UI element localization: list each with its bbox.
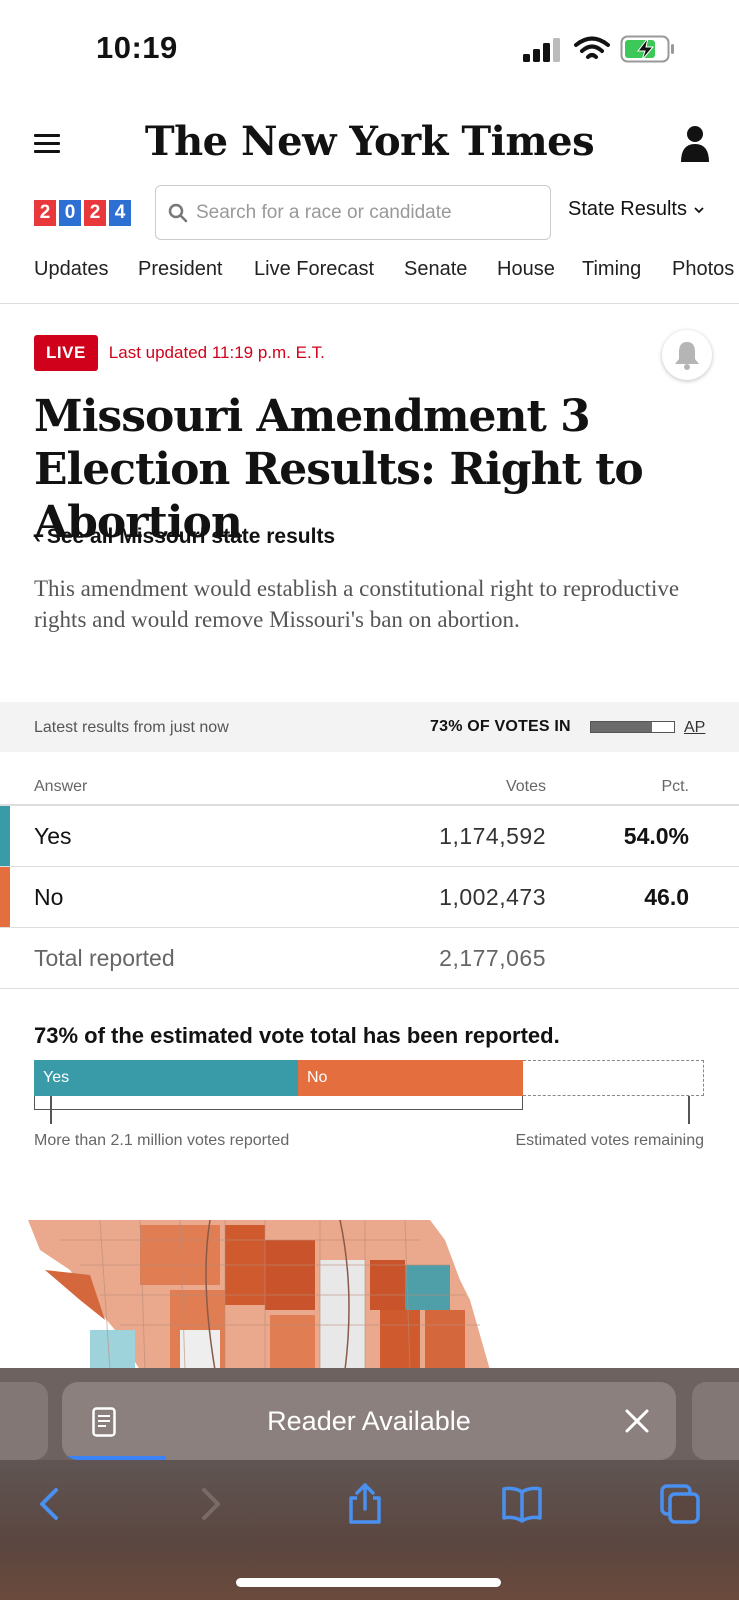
total-label: Total reported [34, 945, 175, 971]
election-2024-badge[interactable]: 2 0 2 4 [34, 200, 131, 226]
badge-digit: 2 [84, 200, 106, 226]
reported-bracket [34, 1096, 523, 1110]
table-row: No 1,002,473 46.0 [0, 867, 739, 928]
tab-photos[interactable]: Photos [672, 258, 735, 280]
badge-digit: 4 [109, 200, 131, 226]
notification-bell-button[interactable] [662, 330, 712, 380]
reader-available-pill[interactable]: Reader Available [62, 1382, 676, 1460]
table-row-total: Total reported 2,177,065 [0, 928, 739, 989]
race-search-box[interactable] [155, 185, 551, 240]
no-bar-label: No [307, 1069, 328, 1086]
tab-timing[interactable]: Timing [582, 258, 642, 280]
tab-senate[interactable]: Senate [404, 258, 468, 280]
no-color-swatch [0, 867, 10, 927]
forward-arrow-icon[interactable] [188, 1482, 232, 1526]
status-time: 10:19 [96, 30, 178, 65]
votes-value: 1,002,473 [439, 884, 546, 910]
reported-votes-label: More than 2.1 million votes reported [34, 1132, 290, 1149]
masthead: The New York Times [0, 108, 739, 180]
status-bar: 10:19 [0, 0, 739, 100]
previous-tab-preview[interactable] [0, 1382, 48, 1460]
last-updated: Last updated 11:19 p.m. E.T. [108, 343, 325, 362]
reader-available-label: Reader Available [267, 1406, 471, 1436]
tab-updates[interactable]: Updates [34, 258, 109, 280]
article-summary: This amendment would establish a constit… [34, 576, 680, 632]
estimated-vote-title: 73% of the estimated vote total has been… [34, 1023, 560, 1048]
user-account-icon[interactable] [680, 124, 710, 164]
tab-president[interactable]: President [138, 258, 223, 280]
chevron-down-icon [694, 206, 704, 213]
pct-value: 46.0 [644, 884, 689, 910]
state-results-dropdown[interactable]: State Results [568, 198, 705, 221]
home-indicator[interactable] [236, 1578, 501, 1587]
remaining-bar-segment [523, 1060, 704, 1096]
bookmarks-icon[interactable] [500, 1482, 544, 1526]
safari-reader-bar: Reader Available [0, 1368, 739, 1460]
next-tab-preview[interactable] [692, 1382, 739, 1460]
badge-digit: 2 [34, 200, 56, 226]
yes-color-swatch [0, 806, 10, 866]
estimated-vote-bar: Yes No [34, 1060, 704, 1096]
ap-source-link[interactable]: AP [684, 719, 706, 736]
latest-results-text: Latest results from just now [34, 719, 229, 736]
page-title: Missouri Amendment 3 Election Results: R… [34, 391, 644, 548]
badge-digit: 0 [59, 200, 81, 226]
tab-house[interactable]: House [497, 258, 555, 280]
answer-label: No [34, 884, 64, 910]
results-table-header: Answer Votes Pct. [0, 778, 739, 806]
reported-tick [50, 1096, 52, 1124]
votes-in-progress-fill [591, 722, 652, 732]
col-answer: Answer [34, 778, 88, 795]
yes-bar-label: Yes [43, 1069, 70, 1086]
back-arrow-icon[interactable] [28, 1482, 72, 1526]
tabs-icon[interactable] [658, 1482, 702, 1526]
search-row: 2 0 2 4 State Results [0, 184, 739, 240]
live-status: LIVE Last updated 11:19 p.m. E.T. [34, 335, 325, 371]
share-icon[interactable] [343, 1482, 387, 1526]
search-input[interactable] [196, 201, 536, 224]
search-icon [168, 203, 188, 222]
col-pct: Pct. [661, 778, 689, 795]
nyt-logo[interactable]: The New York Times [144, 118, 595, 165]
safari-toolbar [0, 1460, 739, 1600]
total-votes-value: 2,177,065 [439, 945, 546, 971]
reader-mode-icon [92, 1407, 116, 1437]
col-votes: Votes [505, 778, 546, 795]
close-icon[interactable] [622, 1406, 652, 1436]
yes-bar-segment: Yes [34, 1060, 298, 1096]
votes-value: 1,174,592 [439, 823, 546, 849]
see-all-state-results-link[interactable]: ‹ See all Missouri state results [34, 525, 336, 548]
bell-icon [675, 342, 699, 370]
results-banner: Latest results from just now 73% OF VOTE… [0, 702, 739, 752]
hamburger-menu-icon[interactable] [34, 134, 60, 154]
votes-in-progress-bar [590, 721, 675, 733]
tab-live-forecast[interactable]: Live Forecast [254, 258, 375, 280]
pct-value: 54.0% [623, 823, 689, 849]
live-badge: LIVE [34, 335, 98, 371]
cellular-signal-icon [523, 38, 560, 62]
remaining-votes-label: Estimated votes remaining [515, 1132, 704, 1149]
nav-tabs: Updates President Live Forecast Senate H… [0, 254, 739, 304]
battery-charging-icon [620, 35, 674, 63]
page-load-progress [62, 1456, 166, 1460]
state-results-label: State Results [568, 198, 687, 220]
wifi-icon [574, 36, 610, 59]
votes-in-label: 73% OF VOTES IN [430, 718, 571, 735]
answer-label: Yes [34, 823, 72, 849]
remaining-tick [688, 1096, 690, 1124]
missouri-county-map[interactable] [20, 1220, 520, 1370]
no-bar-segment: No [298, 1060, 523, 1096]
table-row: Yes 1,174,592 54.0% [0, 806, 739, 867]
